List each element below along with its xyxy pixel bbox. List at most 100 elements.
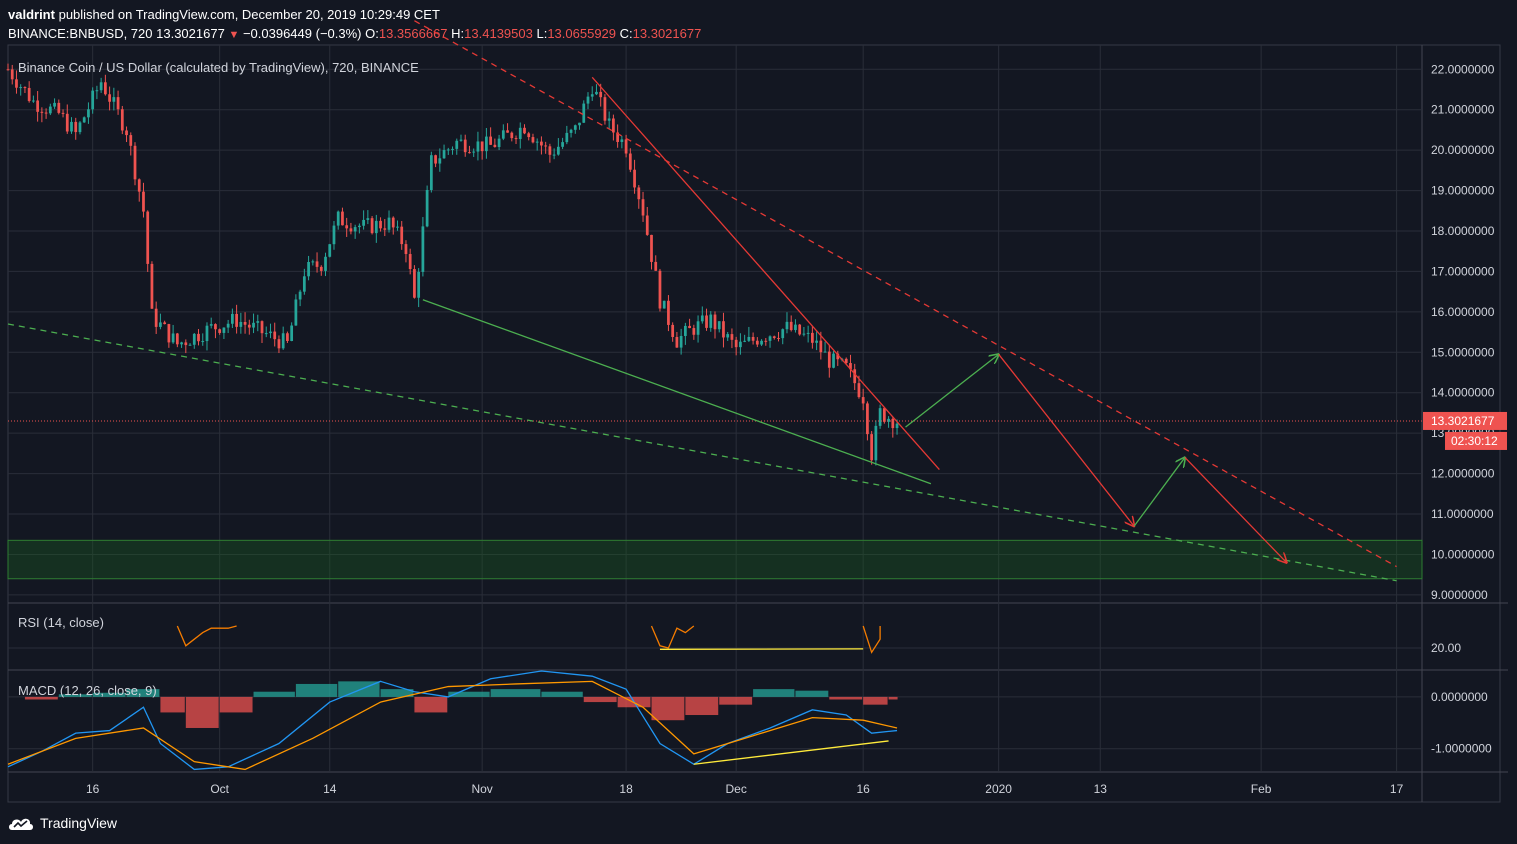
high-label: H: [451, 26, 465, 41]
time-tick-label: 2020 [985, 782, 1012, 796]
macd-tick-label: 0.0000000 [1431, 690, 1488, 704]
candle-body [413, 269, 416, 298]
candle-body [311, 261, 315, 263]
lower-trend-solid [422, 299, 932, 485]
candle-body [459, 139, 463, 141]
candle-body [214, 324, 217, 330]
candle-body [662, 300, 666, 309]
candle-body [442, 150, 446, 159]
candle-body [319, 266, 323, 271]
last-price-badge [1423, 411, 1507, 430]
candle-body [582, 103, 586, 123]
tradingview-cloud-icon [9, 818, 33, 830]
macd-histogram-bar [219, 696, 253, 713]
candle-body [57, 102, 61, 113]
candle-body [226, 323, 230, 328]
candle-body [146, 211, 150, 264]
candle-body [802, 333, 806, 335]
ohlc-legend: BINANCE:BNBUSD, 720 13.3021677 ▼ −0.0396… [8, 26, 701, 41]
candle-body [167, 324, 171, 343]
macd-histogram-bar [126, 689, 160, 697]
candle-body [425, 190, 429, 227]
macd-histogram-bar [651, 696, 685, 721]
rsi-pane [176, 625, 881, 654]
candle-body [535, 141, 539, 143]
projection-arrows[interactable] [905, 354, 1287, 562]
candle-body [485, 136, 488, 152]
grid-lines [8, 45, 1422, 772]
close-value: 13.3021677 [632, 26, 702, 41]
candle-body [870, 434, 874, 461]
candle-body [493, 144, 497, 148]
candle-body [70, 121, 73, 132]
low-label: L: [536, 26, 548, 41]
candle-body [159, 322, 162, 327]
candle-body [184, 342, 188, 346]
outer-border [7, 44, 1501, 803]
candle-body [747, 336, 751, 341]
candle-body [501, 130, 505, 139]
candle-body [315, 261, 319, 267]
candle-body [510, 132, 514, 139]
candle-body [688, 325, 691, 329]
candle-body [48, 106, 52, 114]
candle-body [692, 328, 696, 335]
trend-lines[interactable] [7, 20, 1397, 582]
candle-body [527, 133, 531, 138]
candle-body [387, 217, 391, 230]
candle-body [654, 261, 658, 271]
candle-body [730, 334, 734, 340]
candle-body [345, 225, 349, 229]
candle-body [150, 263, 154, 309]
candle-body [751, 336, 755, 341]
candle-body [264, 333, 268, 335]
candle-body [358, 225, 361, 228]
candle-body [396, 226, 399, 228]
rsi-line [650, 625, 695, 649]
candle-body [23, 87, 27, 89]
candle-body [421, 226, 425, 272]
candle-body [429, 155, 433, 191]
price-tick-label: 10.0000000 [1431, 547, 1495, 561]
candle-body [700, 315, 704, 322]
candle-body [404, 244, 408, 255]
countdown-badge-text: 02:30:12 [1451, 434, 1498, 448]
rsi-tick-label: 20.00 [1431, 641, 1461, 655]
change-down-icon: ▼ [228, 29, 240, 41]
candle-body [480, 141, 484, 152]
countdown-badge [1445, 431, 1507, 450]
candle-body [709, 314, 713, 328]
candle-body [760, 340, 763, 345]
support-zone-rect [7, 539, 1423, 580]
projection-arrow [905, 354, 999, 428]
candle-body [383, 228, 387, 230]
chart-frame [7, 44, 1508, 803]
macd-histogram-bar [253, 691, 295, 697]
macd-histogram-bar [753, 689, 795, 697]
candle-body [277, 339, 281, 349]
candle-body [10, 69, 14, 80]
projection-arrow [1184, 456, 1287, 562]
candle-body [696, 321, 700, 335]
candle-body [108, 94, 111, 102]
candle-body [713, 314, 717, 330]
price-tick-label: 11.0000000 [1431, 507, 1494, 521]
candle-body [590, 94, 594, 97]
tradingview-brand[interactable]: TradingView [8, 814, 117, 832]
candle-body [256, 321, 260, 323]
candle-body [243, 321, 247, 325]
candle-body [772, 336, 776, 338]
candle-body [556, 146, 560, 155]
candle-body [764, 340, 768, 342]
candle-body [188, 344, 192, 346]
author-name[interactable]: valdrint [8, 7, 55, 22]
macd-histogram-bar [160, 696, 185, 713]
candle-body [74, 121, 78, 133]
candle-body [82, 117, 86, 123]
macd-histogram-bar [719, 696, 753, 705]
open-value: 13.3566667 [378, 26, 448, 41]
candle-body [201, 341, 205, 343]
candle-body [218, 329, 222, 333]
candle-body [722, 321, 725, 338]
